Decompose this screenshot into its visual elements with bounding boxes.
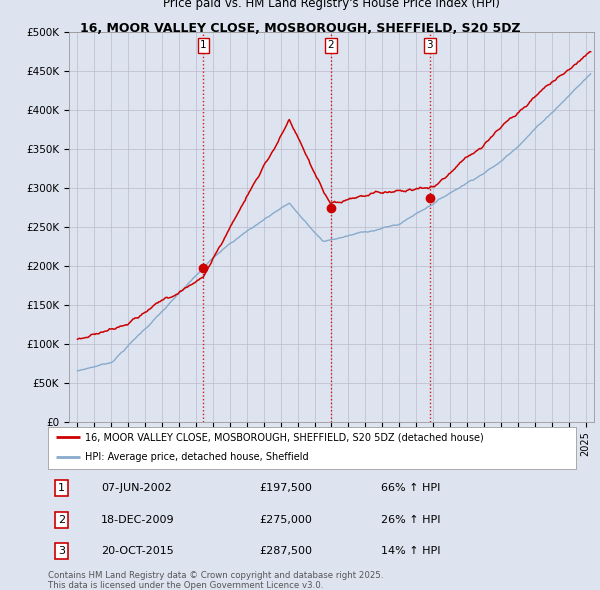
Text: 2: 2 [328,40,334,50]
Text: 07-JUN-2002: 07-JUN-2002 [101,483,172,493]
Text: 1: 1 [200,40,207,50]
Text: 3: 3 [427,40,433,50]
Text: 18-DEC-2009: 18-DEC-2009 [101,515,175,525]
Text: 26% ↑ HPI: 26% ↑ HPI [380,515,440,525]
Text: 1: 1 [58,483,65,493]
Text: Contains HM Land Registry data © Crown copyright and database right 2025.
This d: Contains HM Land Registry data © Crown c… [48,571,383,590]
Text: 66% ↑ HPI: 66% ↑ HPI [380,483,440,493]
Text: 16, MOOR VALLEY CLOSE, MOSBOROUGH, SHEFFIELD, S20 5DZ: 16, MOOR VALLEY CLOSE, MOSBOROUGH, SHEFF… [80,22,520,35]
Text: 3: 3 [58,546,65,556]
Text: 14% ↑ HPI: 14% ↑ HPI [380,546,440,556]
Text: HPI: Average price, detached house, Sheffield: HPI: Average price, detached house, Shef… [85,452,308,462]
Text: 2: 2 [58,515,65,525]
Text: 16, MOOR VALLEY CLOSE, MOSBOROUGH, SHEFFIELD, S20 5DZ (detached house): 16, MOOR VALLEY CLOSE, MOSBOROUGH, SHEFF… [85,432,484,442]
Text: £287,500: £287,500 [259,546,312,556]
Text: 20-OCT-2015: 20-OCT-2015 [101,546,173,556]
Title: Price paid vs. HM Land Registry's House Price Index (HPI): Price paid vs. HM Land Registry's House … [163,0,500,11]
Text: £275,000: £275,000 [259,515,312,525]
Text: £197,500: £197,500 [259,483,312,493]
